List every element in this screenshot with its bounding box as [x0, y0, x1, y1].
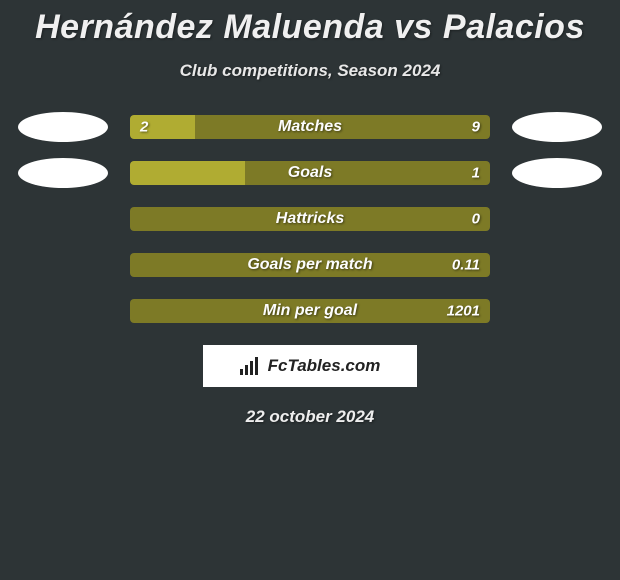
stat-label: Min per goal — [263, 302, 357, 320]
bars-icon — [240, 357, 262, 375]
logo-text: FcTables.com — [268, 356, 381, 376]
player-avatar-left — [18, 112, 108, 142]
stat-value-right: 0.11 — [452, 257, 480, 274]
subtitle: Club competitions, Season 2024 — [0, 61, 620, 81]
stat-bar: 2 Matches 9 — [130, 115, 490, 139]
stat-row: Goals 1 — [18, 161, 602, 185]
stat-value-right: 1201 — [447, 303, 480, 320]
stat-value-right: 9 — [472, 119, 480, 136]
stat-bar: Goals per match 0.11 — [130, 253, 490, 277]
stat-label: Goals — [288, 164, 332, 182]
stat-label: Goals per match — [247, 256, 372, 274]
stat-row: Goals per match 0.11 — [18, 253, 602, 277]
stat-label: Hattricks — [276, 210, 344, 228]
fctables-logo: FcTables.com — [203, 345, 417, 387]
stat-value-right: 0 — [472, 211, 480, 228]
stat-bar: Min per goal 1201 — [130, 299, 490, 323]
stat-bar: Goals 1 — [130, 161, 490, 185]
player-avatar-right — [512, 112, 602, 142]
stat-value-right: 1 — [472, 165, 480, 182]
stat-row: Hattricks 0 — [18, 207, 602, 231]
stat-label: Matches — [278, 118, 342, 136]
page-title: Hernández Maluenda vs Palacios — [0, 0, 620, 47]
date-text: 22 october 2024 — [0, 407, 620, 427]
stats-area: 2 Matches 9 Goals 1 Hattricks 0 Goals per match… — [0, 115, 620, 323]
stat-bar: Hattricks 0 — [130, 207, 490, 231]
stat-value-left: 2 — [140, 119, 148, 136]
stat-row: 2 Matches 9 — [18, 115, 602, 139]
player-avatar-left — [18, 158, 108, 188]
stat-row: Min per goal 1201 — [18, 299, 602, 323]
stat-bar-fill — [130, 161, 245, 185]
player-avatar-right — [512, 158, 602, 188]
